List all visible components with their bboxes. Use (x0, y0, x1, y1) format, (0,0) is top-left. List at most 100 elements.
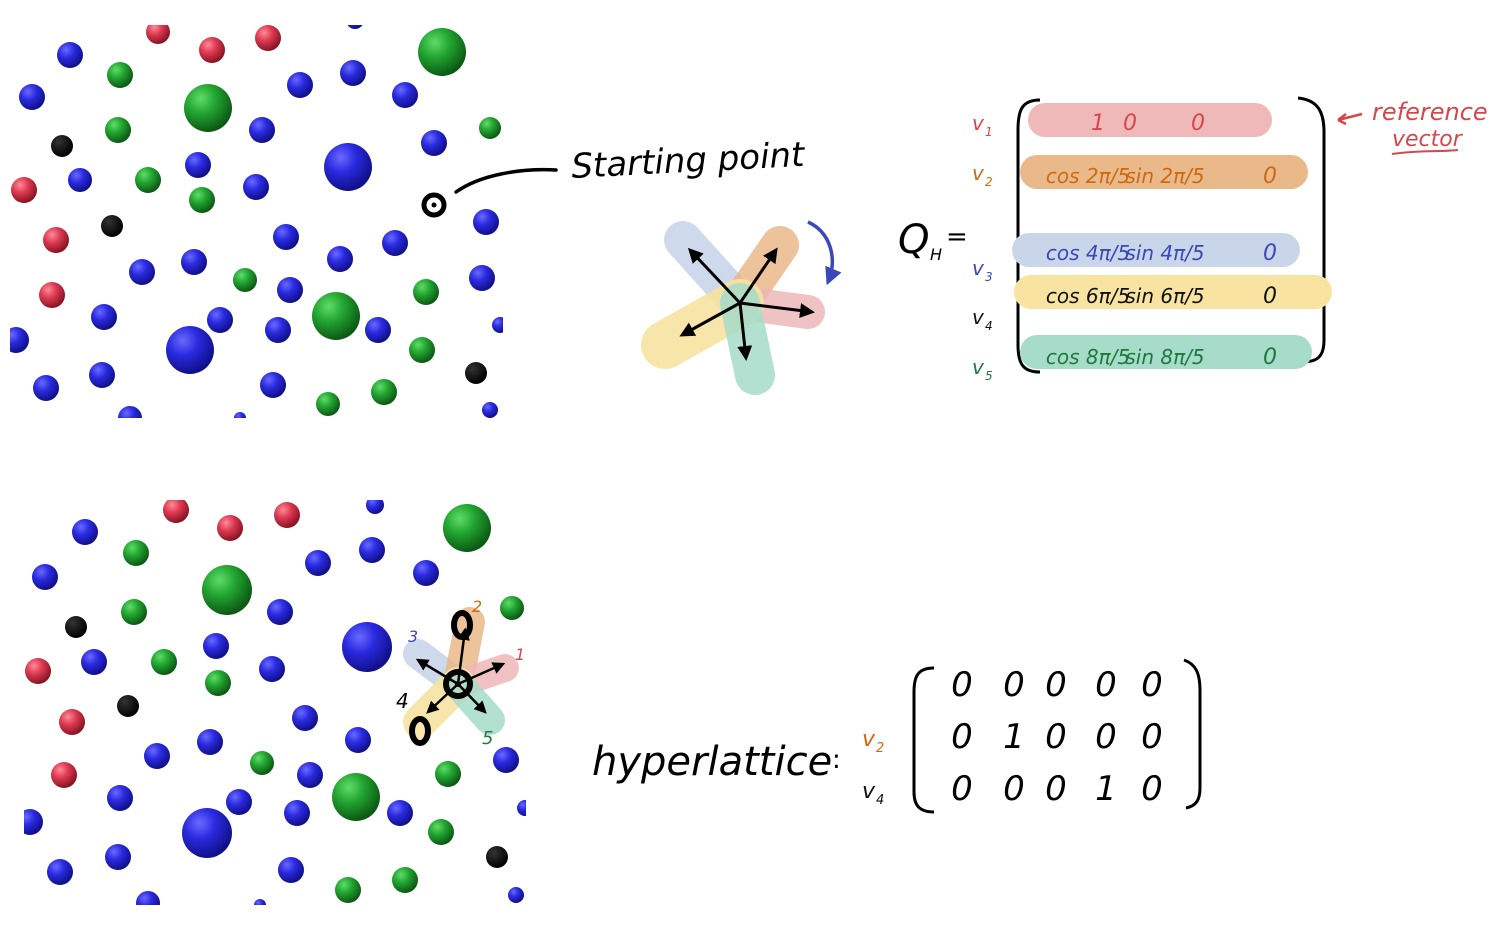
blue-atom (292, 705, 318, 731)
matrix-hyperlattice: hyperlattice : 0 0 0 0 0v 2 0 1 0 0 0v 4 0 0 0 1 0 (592, 658, 1202, 814)
blue-atom (19, 84, 45, 110)
red-atom (39, 282, 65, 308)
blue-atom (203, 633, 229, 659)
green-atom (371, 379, 397, 405)
blue-atom (72, 519, 98, 545)
matrix-q-cell: 1 (1091, 111, 1105, 136)
matrix-q-row-label: v (972, 355, 985, 379)
hyperlattice-cell: 0 (1045, 717, 1067, 757)
matrix-q-cell: sin 4π/5 (1125, 241, 1204, 265)
green-atom (418, 28, 466, 76)
bottom-star: 1 2 3 4 5 (396, 597, 525, 749)
matrix-q-row-label: v (972, 161, 985, 185)
hyperlattice-cell: 0 (1141, 769, 1163, 809)
hyperlattice-equals: : (832, 745, 841, 775)
matrix-q-row-subscript: 2 (985, 175, 993, 189)
green-atom (233, 268, 257, 292)
red-atom (25, 658, 51, 684)
matrix-q-equals: = (946, 222, 968, 252)
blue-atom (129, 259, 155, 285)
blue-atom (473, 209, 499, 235)
blue-atom (259, 656, 285, 682)
hyperlattice-row-subscript: 2 (876, 741, 884, 756)
hyperlattice-cell: 0 (1095, 665, 1117, 705)
five-fold-star (641, 220, 842, 395)
blue-atom (118, 406, 142, 418)
blue-atom (365, 317, 391, 343)
green-atom (184, 84, 232, 132)
blue-atom (382, 230, 408, 256)
matrix-q-row-subscript: 1 (985, 125, 993, 139)
blue-atom (185, 152, 211, 178)
reference-arrow (1337, 112, 1363, 122)
blue-atom (340, 60, 366, 86)
blue-atom (469, 265, 495, 291)
black-atom (117, 695, 139, 717)
matrix-q-cell: 0 (1263, 241, 1277, 266)
blue-atom (482, 402, 498, 418)
green-atom (107, 62, 133, 88)
hyperlattice-row-label: v (862, 779, 876, 804)
green-atom (332, 773, 380, 821)
green-atom (443, 504, 491, 552)
matrix-q-row-subscript: 3 (985, 270, 993, 284)
black-atom (465, 362, 487, 384)
green-atom (413, 279, 439, 305)
bottom-star-label-5: 5 (482, 728, 493, 749)
blue-atom (166, 326, 214, 374)
green-atom (435, 761, 461, 787)
blue-atom (91, 304, 117, 330)
blue-atom (24, 809, 43, 835)
hyperlattice-label: hyperlattice (592, 739, 832, 785)
blue-atom (226, 789, 252, 815)
green-atom (105, 117, 131, 143)
matrix-q-subscript: H (930, 245, 942, 264)
blue-atom (278, 857, 304, 883)
red-atom (146, 25, 170, 44)
blue-atom (517, 800, 526, 816)
matrix-q-cell: cos 4π/5 (1046, 241, 1130, 265)
blue-atom (234, 412, 246, 418)
red-atom (163, 500, 189, 523)
hyperlattice-cell: 0 (1003, 769, 1025, 809)
blue-atom (207, 307, 233, 333)
blue-atom (254, 899, 266, 905)
blue-atom (105, 844, 131, 870)
blue-atom (508, 887, 524, 903)
blue-atom (345, 727, 371, 753)
bottom-star-label-2: 2 (472, 597, 482, 616)
reference-label-2: vector (1392, 127, 1464, 152)
matrix-q-cell: cos 6π/5 (1046, 284, 1130, 308)
blue-atom (33, 375, 59, 401)
green-atom (202, 565, 252, 615)
blue-atom (144, 743, 170, 769)
green-atom (409, 337, 435, 363)
green-atom (316, 392, 340, 416)
matrix-q-cell: 0 (1263, 164, 1277, 189)
hyperlattice-cell: 0 (951, 665, 973, 705)
hyperlattice-row-label: v (862, 727, 876, 752)
blue-atom (366, 500, 384, 514)
blue-atom (359, 537, 385, 563)
quasicrystal-atoms-top (10, 25, 503, 418)
blue-atom (267, 599, 293, 625)
blue-atom (89, 362, 115, 388)
blue-atom (260, 372, 286, 398)
red-atom (11, 177, 37, 203)
hyperlattice-cell: 0 (1095, 717, 1117, 757)
hyperlattice-cell: 0 (1141, 717, 1163, 757)
blue-atom (387, 800, 413, 826)
hyperlattice-cell: 0 (1045, 665, 1067, 705)
matrix-q-cell: cos 8π/5 (1046, 345, 1130, 369)
blue-atom (327, 246, 353, 272)
blue-atom (492, 317, 503, 333)
red-atom (274, 502, 300, 528)
blue-atom (273, 224, 299, 250)
black-atom (486, 846, 508, 868)
red-atom (199, 37, 225, 63)
blue-atom (182, 808, 232, 858)
blue-atom (10, 327, 29, 353)
blue-atom (68, 168, 92, 192)
green-atom (250, 751, 274, 775)
bottom-star-label-1: 1 (515, 645, 525, 664)
